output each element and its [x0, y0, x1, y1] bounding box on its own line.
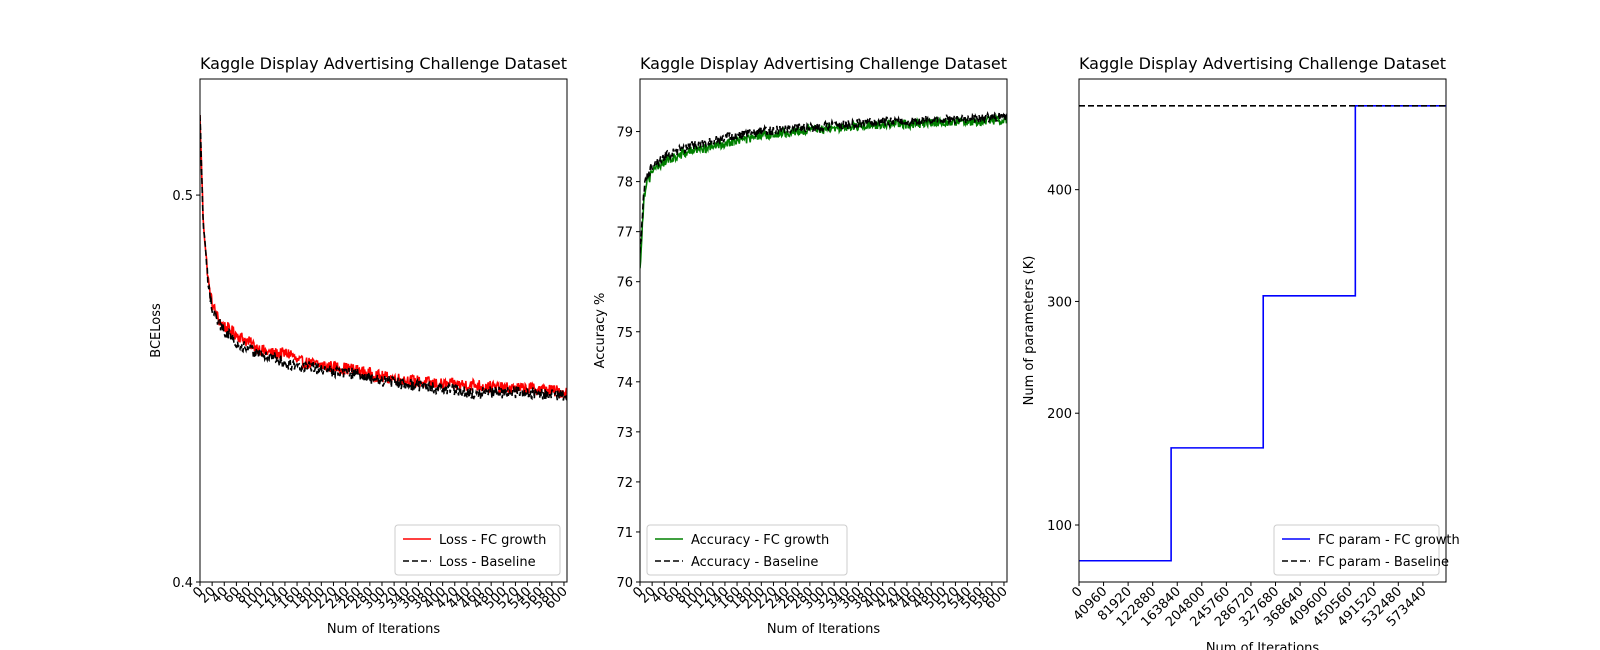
chart-title: Kaggle Display Advertising Challenge Dat… [1079, 54, 1446, 73]
y-tick-label: 76 [616, 276, 633, 291]
y-tick-label: 71 [616, 526, 633, 541]
y-tick-label: 75 [616, 326, 633, 341]
legend-label: FC param - FC growth [1318, 533, 1460, 548]
y-tick-label: 400 [1047, 184, 1072, 199]
plot-frame [1078, 78, 1447, 583]
chart-title: Kaggle Display Advertising Challenge Dat… [640, 54, 1007, 73]
chart-title: Kaggle Display Advertising Challenge Dat… [200, 54, 567, 73]
y-tick-label: 0.5 [172, 189, 193, 204]
legend-label: Accuracy - FC growth [691, 533, 829, 548]
x-tick-label: 0 [1069, 584, 1085, 600]
y-axis-label: Num of parameters (K) [1022, 256, 1037, 406]
chart-panel-3: Kaggle Display Advertising Challenge Dat… [1022, 54, 1460, 650]
y-tick-label: 79 [616, 126, 633, 141]
y-tick-label: 74 [616, 376, 633, 391]
legend: FC param - FC growth FC param - Baseline [1273, 524, 1460, 576]
y-tick-label: 70 [616, 576, 633, 591]
chart-panel-1: Kaggle Display Advertising Challenge Dat… [149, 54, 571, 637]
legend-label: Loss - FC growth [439, 533, 546, 548]
legend-box [646, 524, 848, 576]
legend-box [1273, 524, 1440, 576]
plot-frame [199, 78, 568, 583]
series-line-1 [640, 113, 1007, 269]
x-axis-label: Num of Iterations [327, 622, 441, 637]
legend: Accuracy - FC growth Accuracy - Baseline [646, 524, 848, 576]
y-tick-label: 77 [616, 226, 633, 241]
y-tick-label: 78 [616, 176, 633, 191]
chart-panel-2: Kaggle Display Advertising Challenge Dat… [593, 54, 1011, 637]
y-tick-label: 200 [1047, 407, 1072, 422]
x-axis-label: Num of Iterations [1206, 641, 1320, 650]
y-tick-label: 300 [1047, 295, 1072, 310]
plot-frame [639, 78, 1008, 583]
legend-label: Loss - Baseline [439, 555, 536, 570]
series-line-1 [1079, 105, 1446, 562]
y-tick-label: 73 [616, 426, 633, 441]
y-axis-label: BCELoss [149, 303, 164, 358]
y-tick-label: 0.4 [172, 576, 193, 591]
legend-label: FC param - Baseline [1318, 555, 1449, 570]
y-tick-label: 100 [1047, 519, 1072, 534]
legend-box [394, 524, 561, 576]
legend: Loss - FC growth Loss - Baseline [394, 524, 561, 576]
y-tick-label: 72 [616, 476, 633, 491]
legend-label: Accuracy - Baseline [691, 555, 818, 570]
series-line-2 [200, 114, 567, 402]
series-line-2 [640, 109, 1007, 254]
y-axis-label: Accuracy % [593, 293, 608, 369]
x-axis-label: Num of Iterations [767, 622, 881, 637]
